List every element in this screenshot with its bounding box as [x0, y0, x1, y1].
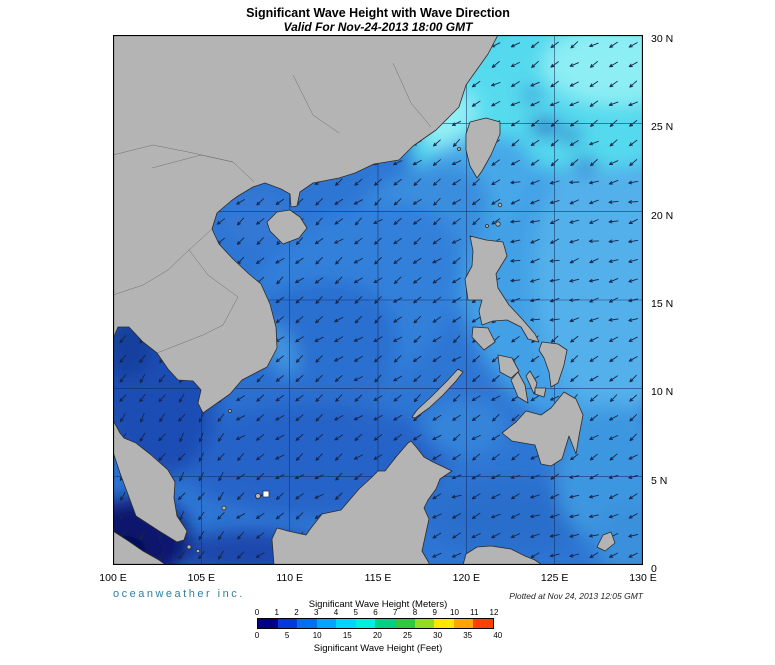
colorbar-segment [297, 619, 317, 628]
lat-label: 25 N [651, 121, 674, 134]
colorbar-segment [277, 619, 298, 628]
meters-tick: 6 [373, 608, 378, 617]
lon-label: 110 E [276, 572, 303, 584]
meters-tick: 5 [353, 608, 358, 617]
lat-label: 5 N [651, 474, 668, 487]
map-frame [113, 35, 643, 565]
lon-label: 115 E [364, 572, 392, 584]
lat-label: 30 N [651, 33, 674, 45]
feet-tick: 5 [284, 631, 290, 640]
lat-label: 0 [651, 563, 657, 575]
feet-tick: 0 [254, 631, 260, 640]
colorbar-segment [316, 619, 337, 628]
feet-tick: 30 [433, 631, 443, 640]
feet-tick: 10 [312, 631, 322, 640]
meters-tick: 12 [489, 608, 499, 617]
feet-tick: 20 [372, 631, 382, 640]
colorbar-segment [453, 619, 474, 628]
legend-feet-title: Significant Wave Height (Feet) [313, 643, 443, 654]
feet-tick: 35 [463, 631, 473, 640]
legend-feet-ticks: 0 5 10 15 20 25 30 35 40 [254, 631, 502, 641]
latitude-axis: 30 N 25 N 20 N 15 N 10 N 5 N 0 [651, 33, 711, 575]
lat-label: 10 N [651, 386, 674, 399]
feet-tick: 15 [342, 631, 352, 640]
lat-label: 20 N [651, 209, 674, 222]
meters-tick: 10 [450, 608, 459, 617]
meters-tick: 3 [314, 608, 319, 617]
meters-tick: 4 [333, 608, 339, 617]
colorbar-segment [414, 619, 435, 628]
valid-time-subtitle: Valid For Nov-24-2013 18:00 GMT [283, 20, 473, 34]
lat-label: 15 N [651, 298, 674, 310]
meters-tick: 8 [412, 608, 418, 617]
colorbar-segment [355, 619, 376, 628]
colorbar-segment [434, 619, 454, 628]
map-area [113, 35, 643, 565]
wave-direction-arrows [118, 40, 639, 560]
legend-meters-ticks: 0 1 2 3 4 5 6 7 8 9 10 11 12 [254, 608, 499, 618]
data-marker [262, 490, 270, 498]
map-canvas [113, 35, 643, 565]
lon-label: 105 E [187, 572, 216, 584]
lon-label: 120 E [452, 572, 481, 584]
oceanweather-credit: oceanweather inc. [113, 588, 245, 600]
meters-tick: 9 [432, 608, 437, 617]
meters-tick: 7 [393, 608, 398, 617]
meters-tick: 11 [470, 608, 479, 617]
lon-label: 130 E [629, 572, 657, 584]
meters-tick: 2 [294, 608, 299, 617]
colorbar-segment [375, 619, 396, 628]
colorbar-segment [473, 619, 493, 628]
colorbar-segment [395, 619, 415, 628]
feet-tick: 25 [403, 631, 412, 640]
meters-tick: 0 [254, 608, 260, 617]
page-title: Significant Wave Height with Wave Direct… [246, 6, 510, 20]
legend-meters-title: Significant Wave Height (Meters) [308, 599, 448, 610]
lon-label: 100 E [99, 572, 127, 584]
longitude-axis: 100 E 105 E 110 E 115 E 120 E 125 E 130 E [99, 572, 656, 586]
feet-tick: 40 [493, 631, 503, 640]
lon-label: 125 E [540, 572, 569, 584]
colorbar [257, 618, 494, 629]
meters-tick: 1 [274, 608, 279, 617]
colorbar-segment [336, 619, 356, 628]
plotted-timestamp: Plotted at Nov 24, 2013 12:05 GMT [509, 591, 643, 601]
colorbar-segment [258, 619, 278, 628]
